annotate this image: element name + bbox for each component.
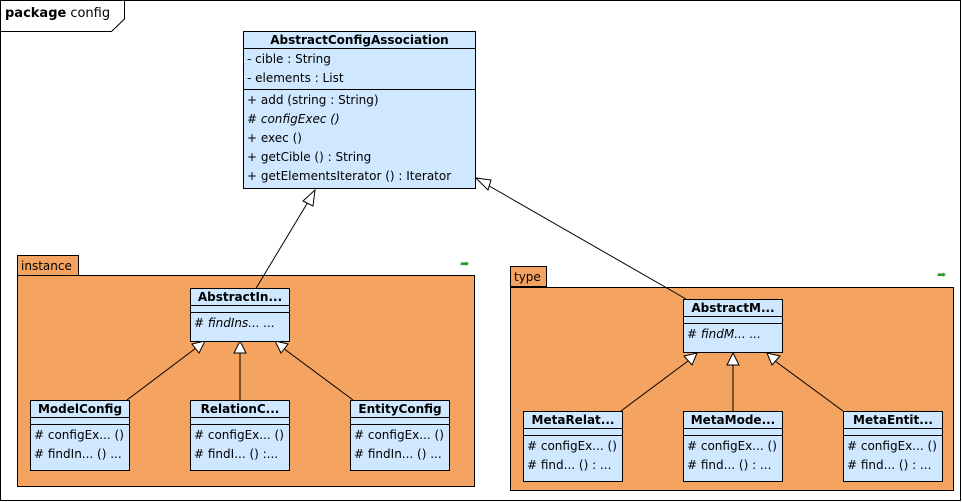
arrowhead-meta-entity bbox=[766, 352, 781, 366]
class-abstract-config-association[interactable]: AbstractConfigAssociation - cible : Stri… bbox=[243, 31, 476, 189]
class-meta-relation[interactable]: MetaRelat... # configEx... () # find... … bbox=[523, 411, 623, 482]
operation-find: # find... () : ... bbox=[527, 458, 612, 472]
attribute-cible: - cible : String bbox=[247, 52, 331, 66]
arrowhead-meta-model bbox=[726, 351, 740, 366]
class-abstract-meta[interactable]: AbstractM... # findM... ... bbox=[683, 299, 783, 353]
arrowhead-instance-to-base bbox=[302, 188, 316, 207]
operation-config-exec: # configEx... () bbox=[687, 439, 777, 453]
class-name: RelationC... bbox=[191, 401, 289, 418]
operation-add: + add (string : String) bbox=[247, 93, 379, 107]
arrowhead-meta-relation bbox=[683, 352, 698, 366]
operation-find-instance: # findIn... () ... bbox=[34, 447, 122, 461]
operations-section: + add (string : String) # configExec () … bbox=[244, 90, 475, 187]
class-name: MetaEntit... bbox=[844, 412, 942, 429]
operation-find-instance: # findI... () :... bbox=[194, 447, 279, 461]
package-name: config bbox=[70, 6, 111, 21]
operations-section: # findM... ... bbox=[684, 324, 782, 345]
operation-config-exec: # configEx... () bbox=[847, 439, 937, 453]
package-tab bbox=[0, 0, 125, 32]
attributes-section bbox=[191, 306, 289, 313]
attributes-section bbox=[844, 429, 942, 436]
operation-get-cible: + getCible () : String bbox=[247, 150, 372, 164]
class-relation-config[interactable]: RelationC... # configEx... () # findI...… bbox=[190, 400, 290, 471]
class-name: EntityConfig bbox=[351, 401, 449, 418]
arrowhead-model-config bbox=[191, 340, 206, 354]
attributes-section bbox=[351, 418, 449, 425]
operations-section: # configEx... () # find... () : ... bbox=[524, 436, 622, 476]
class-name: MetaMode... bbox=[684, 412, 782, 429]
operations-section: # configEx... () # find... () : ... bbox=[844, 436, 942, 476]
type-link-icon[interactable]: ➦ bbox=[937, 268, 947, 281]
operation-find: # find... () : ... bbox=[687, 458, 772, 472]
class-abstract-instance[interactable]: AbstractIn... # findIns... ... bbox=[190, 288, 290, 342]
operation-exec: + exec () bbox=[247, 131, 302, 145]
arrowhead-entity-config bbox=[274, 340, 289, 354]
connector-instance-to-base bbox=[254, 201, 309, 291]
operation-config-exec: # configEx... () bbox=[194, 428, 284, 442]
instance-package-tab[interactable]: instance bbox=[17, 255, 79, 276]
connector-entity-config bbox=[282, 347, 354, 401]
instance-package-label: instance bbox=[21, 259, 72, 273]
instance-link-icon[interactable]: ➦ bbox=[460, 257, 470, 270]
operation-config-exec: # configExec () bbox=[247, 112, 340, 126]
operation-get-elements-iterator: + getElementsIterator () : Iterator bbox=[247, 169, 452, 183]
connector-meta-relation bbox=[620, 360, 689, 412]
class-name: ModelConfig bbox=[31, 401, 129, 418]
operations-section: # configEx... () # find... () : ... bbox=[684, 436, 782, 476]
operations-section: # findIns... ... bbox=[191, 313, 289, 334]
class-entity-config[interactable]: EntityConfig # configEx... () # findIn..… bbox=[350, 400, 450, 471]
attributes-section bbox=[191, 418, 289, 425]
operation-config-exec: # configEx... () bbox=[34, 428, 124, 442]
operations-section: # configEx... () # findI... () :... bbox=[191, 425, 289, 465]
attributes-section bbox=[524, 429, 622, 436]
operation-find: # find... () : ... bbox=[847, 458, 932, 472]
class-name: AbstractIn... bbox=[191, 289, 289, 306]
package-label: package config bbox=[5, 6, 110, 21]
class-meta-model[interactable]: MetaMode... # configEx... () # find... (… bbox=[683, 411, 783, 482]
operations-section: # configEx... () # findIn... () ... bbox=[351, 425, 449, 465]
attributes-section bbox=[684, 317, 782, 324]
operation-find-meta: # findM... ... bbox=[687, 327, 761, 341]
operation-find-instance: # findIns... ... bbox=[194, 316, 275, 330]
attribute-elements: - elements : List bbox=[247, 71, 344, 85]
type-package-tab[interactable]: type bbox=[510, 266, 547, 287]
operation-config-exec: # configEx... () bbox=[354, 428, 444, 442]
operations-section: # configEx... () # findIn... () ... bbox=[31, 425, 129, 465]
class-name: MetaRelat... bbox=[524, 412, 622, 429]
class-name: AbstractConfigAssociation bbox=[244, 32, 475, 49]
connector-meta-entity bbox=[774, 360, 844, 412]
connector-meta-to-base bbox=[483, 182, 687, 300]
operation-find-instance: # findIn... () ... bbox=[354, 447, 442, 461]
class-meta-entity[interactable]: MetaEntit... # configEx... () # find... … bbox=[843, 411, 943, 482]
class-name: AbstractM... bbox=[684, 300, 782, 317]
arrowhead-meta-to-base bbox=[474, 177, 492, 191]
class-model-config[interactable]: ModelConfig # configEx... () # findIn...… bbox=[30, 400, 130, 471]
type-package-label: type bbox=[514, 270, 541, 284]
attributes-section: - cible : String - elements : List bbox=[244, 49, 475, 90]
attributes-section bbox=[31, 418, 129, 425]
arrowhead-relation-config bbox=[233, 339, 247, 354]
package-keyword: package bbox=[5, 6, 67, 21]
connector-model-config bbox=[126, 347, 197, 401]
attributes-section bbox=[684, 429, 782, 436]
operation-config-exec: # configEx... () bbox=[527, 439, 617, 453]
